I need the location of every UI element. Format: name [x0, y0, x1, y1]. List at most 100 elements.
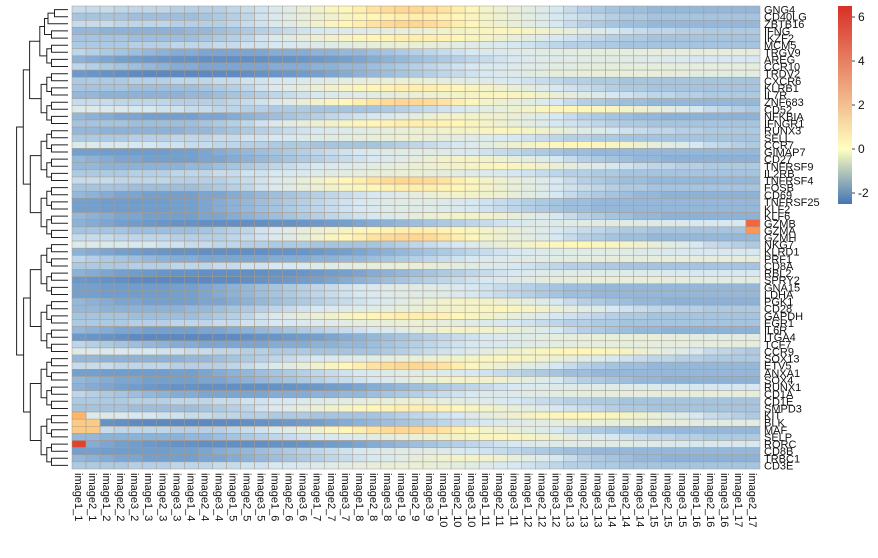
heatmap-cell — [226, 440, 241, 448]
heatmap-cell — [155, 133, 171, 142]
heatmap-cell — [661, 290, 677, 299]
heatmap-cell — [422, 247, 438, 256]
heatmap-cell — [464, 76, 480, 85]
heatmap-cell — [240, 397, 255, 406]
heatmap-cell — [464, 62, 480, 71]
heatmap-cell — [450, 233, 466, 242]
heatmap-cell — [198, 148, 213, 156]
heatmap-cell — [689, 276, 705, 285]
heatmap-cell — [226, 27, 241, 35]
heatmap-cell — [85, 304, 101, 313]
heatmap-cell — [184, 269, 199, 277]
heatmap-cell — [675, 447, 691, 456]
heatmap-cell — [661, 212, 677, 220]
heatmap-cell — [464, 162, 480, 171]
heatmap-cell — [507, 426, 522, 434]
heatmap-cell — [563, 183, 578, 192]
heatmap-cell — [717, 183, 733, 192]
heatmap-cell — [338, 340, 354, 349]
heatmap-cell — [717, 354, 733, 363]
heatmap-cell — [507, 411, 522, 420]
heatmap-cell — [127, 290, 143, 299]
heatmap-cell — [184, 255, 199, 263]
heatmap-cell — [155, 48, 171, 57]
heatmap-cell — [422, 48, 438, 57]
heatmap-cell — [464, 112, 480, 121]
heatmap-cell — [338, 426, 354, 434]
heatmap-cell — [71, 141, 87, 149]
heatmap-cell — [394, 84, 410, 92]
heatmap-cell — [647, 219, 662, 228]
dendrogram-branch — [40, 140, 47, 171]
heatmap-cell — [352, 418, 368, 427]
heatmap-cell — [745, 283, 761, 292]
heatmap-cell — [99, 5, 115, 14]
column-label: image3_16 — [718, 473, 730, 527]
heatmap-cell — [450, 126, 466, 135]
heatmap-cell — [605, 290, 620, 299]
heatmap-cell — [605, 304, 620, 313]
heatmap-cell — [366, 461, 382, 470]
heatmap-cell — [212, 233, 227, 242]
heatmap-cell — [394, 20, 410, 28]
heatmap-cell — [366, 12, 382, 21]
heatmap-cell — [338, 133, 354, 142]
heatmap-cell — [212, 162, 227, 171]
heatmap-cell — [127, 148, 143, 156]
heatmap-cell — [113, 105, 129, 114]
heatmap-cell — [127, 119, 143, 128]
heatmap-cell — [478, 255, 494, 263]
heatmap-cell — [338, 290, 354, 299]
heatmap-cell — [478, 226, 494, 235]
heatmap-cell — [647, 283, 662, 292]
heatmap-cell — [99, 233, 115, 242]
heatmap-cell — [113, 69, 129, 78]
heatmap-cell — [366, 112, 382, 121]
heatmap-cell — [507, 126, 522, 135]
heatmap-cell — [268, 369, 283, 377]
dendrogram-branch — [39, 26, 47, 57]
heatmap-cell — [394, 133, 410, 142]
heatmap-cell — [478, 418, 494, 427]
heatmap-cell — [605, 333, 620, 342]
heatmap-cell — [647, 390, 662, 399]
heatmap-cell — [591, 141, 606, 149]
heatmap-cell — [745, 247, 761, 256]
heatmap-cell — [464, 326, 480, 334]
heatmap-cell — [113, 240, 129, 249]
heatmap-cell — [605, 27, 620, 35]
heatmap-cell — [310, 169, 325, 178]
heatmap-cell — [717, 404, 733, 413]
heatmap-cell — [240, 461, 255, 470]
heatmap-cell — [352, 347, 368, 356]
heatmap-cell — [731, 212, 747, 220]
heatmap-cell — [478, 390, 494, 399]
heatmap-cell — [184, 440, 199, 448]
heatmap-cell — [113, 404, 129, 413]
heatmap-cell — [85, 98, 101, 106]
heatmap-cell — [661, 340, 677, 349]
heatmap-cell — [689, 62, 705, 71]
heatmap-cell — [591, 148, 606, 156]
heatmap-cell — [478, 340, 494, 349]
heatmap-cell — [563, 397, 578, 406]
heatmap-cell — [198, 62, 213, 71]
heatmap-cell — [478, 198, 494, 206]
heatmap-cell — [507, 84, 522, 92]
heatmap-cell — [605, 383, 620, 391]
heatmap-cell — [745, 176, 761, 185]
heatmap-cell — [324, 55, 340, 64]
heatmap-cell — [507, 383, 522, 391]
heatmap-cell — [436, 205, 452, 213]
heatmap-cell — [268, 404, 283, 413]
heatmap-cell — [254, 69, 269, 78]
heatmap-cell — [464, 283, 480, 292]
heatmap-cell — [240, 226, 255, 235]
heatmap-cell — [408, 426, 424, 434]
heatmap-cell — [170, 276, 185, 285]
heatmap-cell — [198, 76, 213, 85]
heatmap-cell — [282, 233, 297, 242]
heatmap-cell — [352, 440, 368, 448]
heatmap-cell — [141, 62, 157, 71]
heatmap-cell — [184, 133, 199, 142]
